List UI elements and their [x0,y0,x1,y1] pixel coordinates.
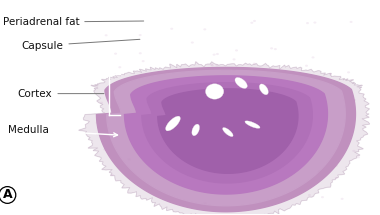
Ellipse shape [233,58,236,60]
Text: A: A [3,189,12,201]
Polygon shape [97,68,355,212]
Ellipse shape [211,64,214,66]
Ellipse shape [217,192,220,194]
Ellipse shape [150,116,154,118]
Ellipse shape [100,102,103,104]
Ellipse shape [203,28,206,31]
Ellipse shape [250,22,253,24]
Polygon shape [142,83,312,183]
Ellipse shape [235,49,238,51]
Ellipse shape [245,121,260,128]
Ellipse shape [206,121,209,123]
Ellipse shape [353,99,356,101]
Ellipse shape [139,52,142,54]
Ellipse shape [268,131,271,134]
Ellipse shape [215,64,218,66]
Ellipse shape [96,122,99,124]
Ellipse shape [270,47,273,49]
Ellipse shape [191,41,194,44]
Text: Medulla: Medulla [8,125,117,137]
Ellipse shape [133,76,136,78]
Polygon shape [79,62,370,215]
Ellipse shape [317,177,320,180]
Ellipse shape [210,63,213,66]
Ellipse shape [309,120,312,123]
Ellipse shape [111,174,114,176]
Ellipse shape [167,111,170,113]
Ellipse shape [204,202,207,204]
Ellipse shape [155,97,158,99]
Ellipse shape [340,198,344,200]
Ellipse shape [305,65,308,67]
Ellipse shape [166,116,180,131]
Ellipse shape [335,177,338,179]
Ellipse shape [96,133,99,135]
Ellipse shape [269,177,272,179]
Ellipse shape [138,123,141,125]
Ellipse shape [108,143,111,145]
Ellipse shape [176,114,179,116]
Ellipse shape [312,56,315,58]
Ellipse shape [238,86,241,88]
Ellipse shape [260,84,268,95]
Ellipse shape [216,53,219,55]
Ellipse shape [245,149,249,152]
Ellipse shape [206,84,224,99]
Polygon shape [125,76,328,194]
Ellipse shape [195,190,198,192]
Ellipse shape [253,63,256,65]
Ellipse shape [357,156,360,158]
Ellipse shape [350,21,353,23]
Ellipse shape [290,109,293,111]
Ellipse shape [112,134,115,136]
Ellipse shape [321,196,324,198]
Ellipse shape [139,34,142,36]
Ellipse shape [347,71,350,73]
Ellipse shape [233,69,236,71]
Ellipse shape [192,124,200,136]
Polygon shape [158,89,298,173]
Ellipse shape [306,22,309,24]
Ellipse shape [271,113,274,115]
Ellipse shape [148,108,151,110]
Ellipse shape [235,77,247,88]
Ellipse shape [170,28,173,30]
Ellipse shape [130,139,133,141]
Ellipse shape [308,194,311,196]
Ellipse shape [352,150,355,152]
Ellipse shape [262,102,265,104]
Ellipse shape [251,157,254,160]
Ellipse shape [128,158,131,160]
Ellipse shape [226,189,230,191]
Ellipse shape [274,48,277,50]
Text: Cortex: Cortex [18,89,104,99]
Ellipse shape [223,127,233,137]
Ellipse shape [319,112,322,114]
Text: Periadrenal fat: Periadrenal fat [3,17,144,27]
Ellipse shape [305,102,308,104]
Ellipse shape [165,106,168,109]
Ellipse shape [105,34,108,36]
Ellipse shape [279,120,282,123]
Ellipse shape [103,148,106,150]
Ellipse shape [329,73,332,75]
Ellipse shape [212,54,215,56]
Ellipse shape [239,171,242,173]
Ellipse shape [114,53,117,55]
Ellipse shape [253,20,256,22]
Ellipse shape [142,60,145,62]
Ellipse shape [214,135,217,137]
Ellipse shape [314,22,317,24]
Ellipse shape [318,170,321,172]
Ellipse shape [335,164,338,167]
Polygon shape [107,70,345,206]
Ellipse shape [153,92,156,94]
Ellipse shape [180,145,183,147]
Ellipse shape [193,111,196,113]
Text: Capsule: Capsule [22,39,140,51]
Ellipse shape [118,66,121,68]
Ellipse shape [298,142,301,144]
Ellipse shape [130,137,133,139]
